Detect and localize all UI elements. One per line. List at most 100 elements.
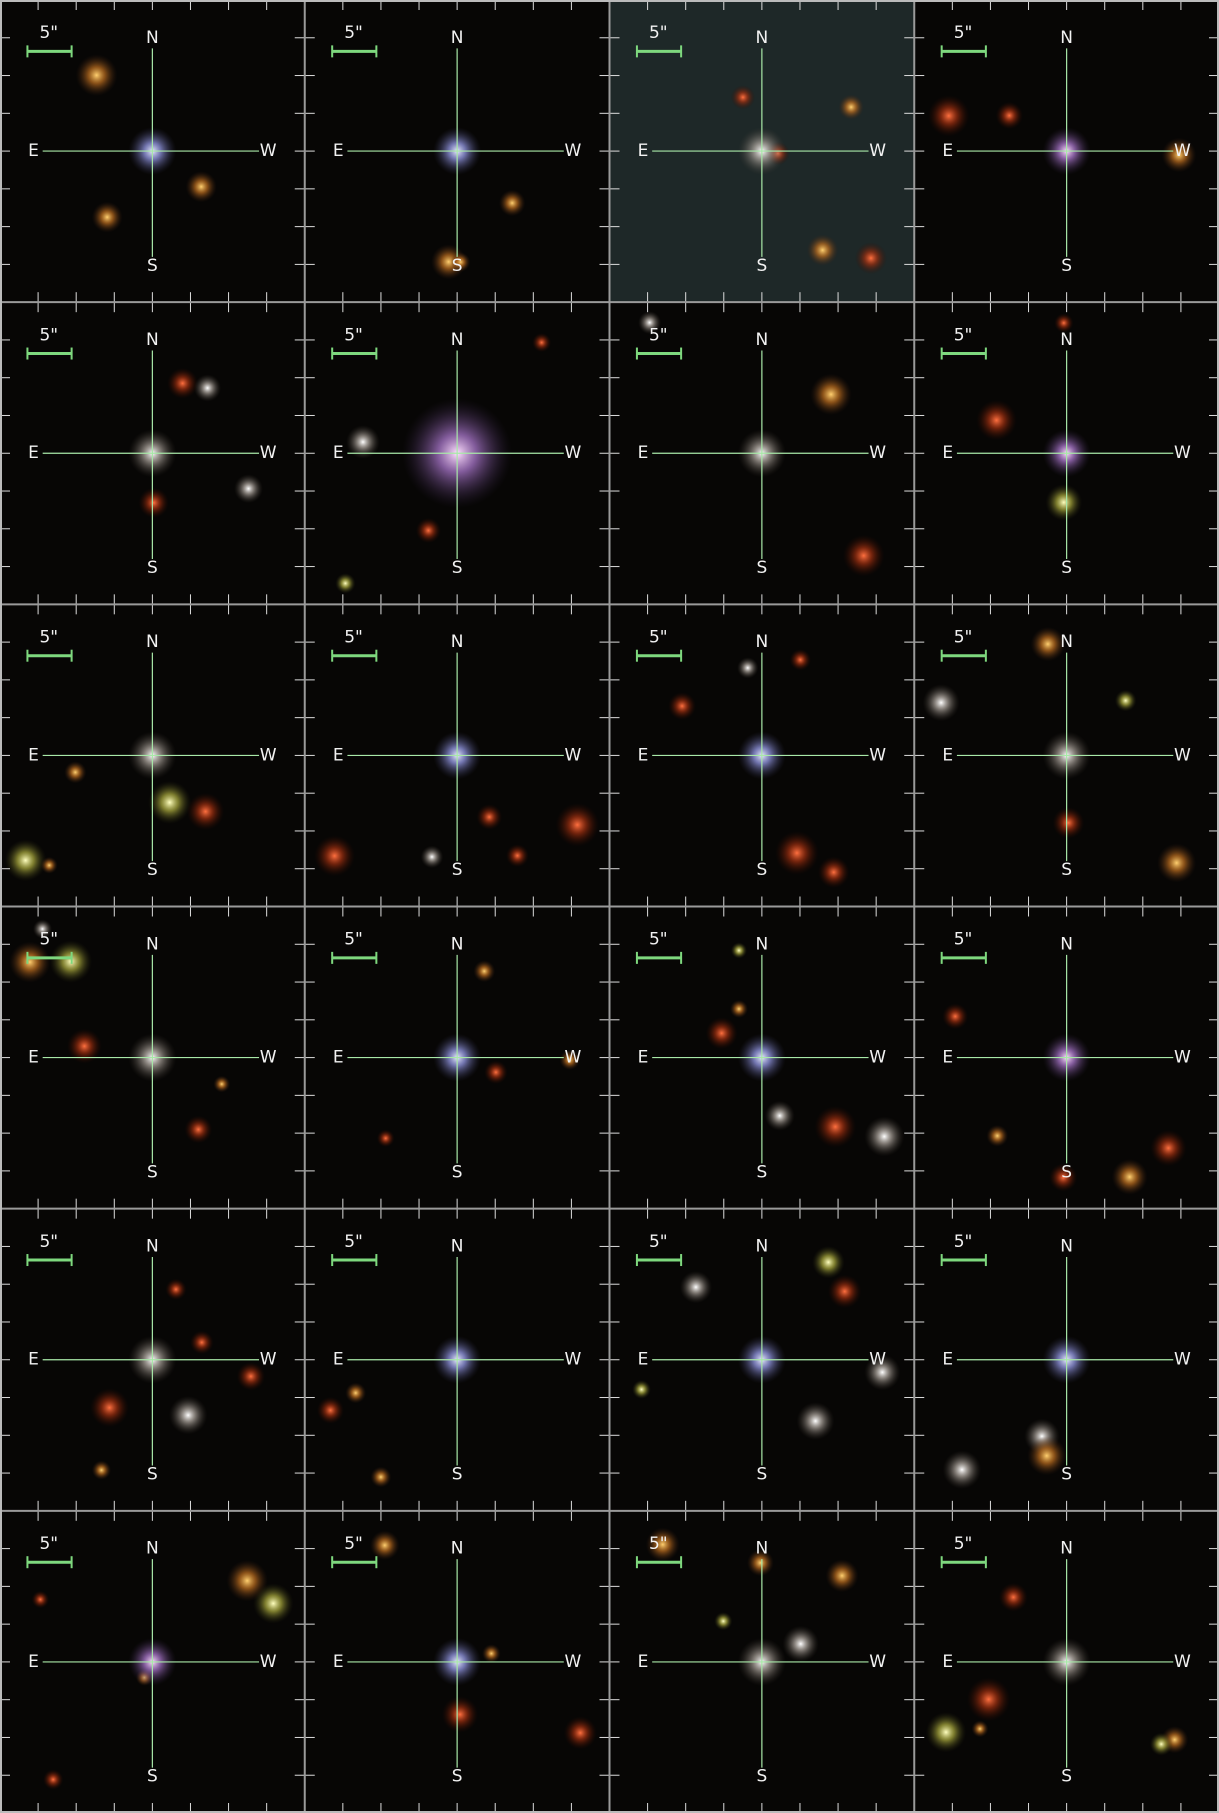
east-label: E bbox=[638, 1350, 649, 1370]
south-label: S bbox=[147, 1465, 158, 1485]
cutout-panel: 5"NSEW bbox=[914, 604, 1219, 906]
east-label: E bbox=[942, 1350, 953, 1370]
north-label: N bbox=[451, 934, 464, 954]
field-source bbox=[184, 1116, 212, 1144]
field-source bbox=[943, 1450, 982, 1489]
south-label: S bbox=[147, 1767, 158, 1787]
south-label: S bbox=[1061, 1767, 1072, 1787]
west-label: W bbox=[1174, 1048, 1191, 1068]
scale-label: 5" bbox=[344, 930, 363, 950]
field-source bbox=[169, 1396, 207, 1434]
field-source bbox=[838, 94, 863, 119]
field-source bbox=[484, 1060, 508, 1084]
scale-label: 5" bbox=[344, 628, 363, 648]
cutout-panel: 5"NSEW bbox=[0, 302, 305, 604]
east-label: E bbox=[28, 1652, 39, 1672]
west-label: W bbox=[869, 1048, 886, 1068]
west-label: W bbox=[565, 1652, 582, 1672]
field-source bbox=[999, 1583, 1028, 1612]
north-label: N bbox=[756, 1539, 769, 1559]
west-label: W bbox=[565, 1048, 582, 1068]
west-label: W bbox=[260, 1652, 277, 1672]
south-label: S bbox=[147, 1162, 158, 1182]
scale-label: 5" bbox=[39, 930, 58, 950]
field-source bbox=[148, 781, 191, 824]
north-label: N bbox=[451, 1236, 464, 1256]
field-source bbox=[864, 1117, 904, 1157]
field-source bbox=[807, 234, 839, 266]
south-label: S bbox=[452, 558, 463, 578]
east-label: E bbox=[942, 1652, 953, 1672]
north-label: N bbox=[1060, 632, 1073, 652]
field-source bbox=[926, 1712, 966, 1752]
south-label: S bbox=[1061, 860, 1072, 880]
scale-label: 5" bbox=[954, 930, 973, 950]
west-label: W bbox=[1174, 1350, 1191, 1370]
east-label: E bbox=[28, 1048, 39, 1068]
field-source bbox=[370, 1467, 391, 1488]
field-source bbox=[314, 835, 355, 876]
field-source bbox=[5, 839, 47, 881]
scale-label: 5" bbox=[954, 325, 973, 345]
south-label: S bbox=[147, 860, 158, 880]
field-source bbox=[972, 1720, 989, 1737]
cutout-panel: 5"NSEW bbox=[0, 1511, 305, 1813]
east-label: E bbox=[942, 745, 953, 765]
field-source bbox=[234, 474, 263, 503]
cutout-panel: 5"NSEW bbox=[0, 907, 305, 1209]
scale-label: 5" bbox=[39, 23, 58, 43]
scale-label: 5" bbox=[39, 628, 58, 648]
north-label: N bbox=[756, 1236, 769, 1256]
cutout-panel: 5"NSEW bbox=[305, 1209, 610, 1511]
field-source bbox=[190, 1331, 214, 1355]
west-label: W bbox=[869, 1350, 886, 1370]
field-source bbox=[476, 804, 502, 830]
north-label: N bbox=[1060, 1236, 1073, 1256]
field-source bbox=[92, 202, 123, 233]
field-source bbox=[43, 1769, 63, 1789]
field-source bbox=[370, 1531, 399, 1560]
east-label: E bbox=[333, 141, 344, 161]
scale-label: 5" bbox=[954, 23, 973, 43]
south-label: S bbox=[452, 1162, 463, 1182]
north-label: N bbox=[451, 1539, 464, 1559]
field-source bbox=[499, 190, 525, 216]
south-label: S bbox=[147, 558, 158, 578]
scale-label: 5" bbox=[649, 23, 668, 43]
south-label: S bbox=[1061, 1162, 1072, 1182]
field-source bbox=[167, 368, 198, 399]
field-source bbox=[818, 856, 850, 888]
east-label: E bbox=[333, 1652, 344, 1672]
field-source bbox=[923, 684, 960, 721]
east-label: E bbox=[28, 1350, 39, 1370]
field-source bbox=[928, 95, 969, 136]
scale-label: 5" bbox=[344, 1232, 363, 1252]
west-label: W bbox=[869, 1652, 886, 1672]
field-source bbox=[1157, 843, 1196, 882]
field-source bbox=[532, 333, 551, 352]
field-source bbox=[187, 793, 225, 831]
north-label: N bbox=[756, 934, 769, 954]
field-source bbox=[473, 960, 495, 982]
scale-label: 5" bbox=[954, 628, 973, 648]
field-source bbox=[317, 1397, 344, 1424]
west-label: W bbox=[565, 1350, 582, 1370]
field-source bbox=[92, 1460, 111, 1479]
field-source bbox=[775, 831, 819, 875]
north-label: N bbox=[451, 632, 464, 652]
scale-label: 5" bbox=[39, 1534, 58, 1554]
cutout-panel: 5"NSEW bbox=[0, 1209, 305, 1511]
west-label: W bbox=[565, 443, 582, 463]
field-source bbox=[345, 1382, 366, 1403]
field-source bbox=[253, 1583, 293, 1623]
scale-label: 5" bbox=[649, 325, 668, 345]
field-source bbox=[377, 1129, 395, 1147]
field-source bbox=[213, 1076, 230, 1093]
north-label: N bbox=[451, 330, 464, 350]
cutout-panel: 5"NSEW bbox=[305, 1511, 610, 1813]
field-source bbox=[737, 657, 758, 678]
